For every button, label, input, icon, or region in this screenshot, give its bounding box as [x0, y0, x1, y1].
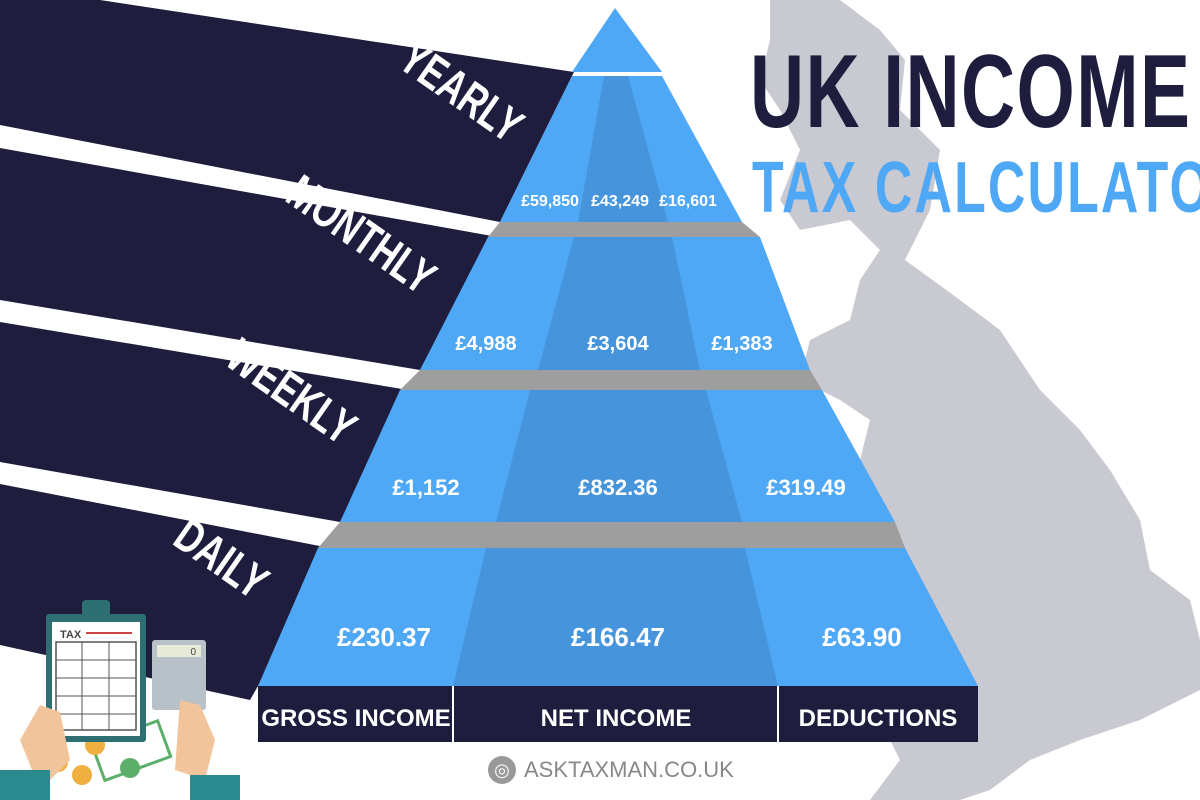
globe-icon: ◎: [488, 756, 516, 784]
yearly-gross: £59,850: [521, 193, 579, 210]
column-net: NET INCOME: [541, 705, 692, 732]
slab: [400, 370, 822, 390]
slab: [318, 522, 905, 548]
tier-weekly-net: [496, 390, 742, 522]
yearly-net: £43,249: [591, 193, 649, 210]
title-line2: TAX CALCULATOR: [752, 148, 1200, 228]
column-gross: GROSS INCOME: [261, 705, 450, 732]
tier-yearly-net: [578, 76, 668, 222]
website-text: ASKTAXMAN.CO.UK: [524, 757, 734, 782]
band-yearly: [0, 0, 574, 222]
tax-illustration: TAX 0: [0, 600, 240, 800]
yearly-deductions: £16,601: [659, 193, 717, 210]
daily-deductions: £63.90: [822, 622, 902, 652]
calculator-icon: [152, 640, 206, 710]
band-monthly: [0, 148, 492, 370]
weekly-gross: £1,152: [392, 475, 459, 500]
title-line1: UK INCOME: [750, 34, 1192, 150]
weekly-net: £832.36: [578, 475, 658, 500]
slab: [488, 222, 760, 237]
band-weekly: [0, 322, 408, 522]
pyramid-apex: [572, 8, 662, 72]
uk-map: [760, 0, 1200, 800]
website-link[interactable]: ◎ ASKTAXMAN.CO.UK: [488, 756, 734, 784]
monthly-deductions: £1,383: [711, 333, 772, 355]
monthly-gross: £4,988: [455, 333, 516, 355]
daily-gross: £230.37: [337, 622, 431, 652]
column-deductions: DEDUCTIONS: [799, 705, 958, 732]
tier-daily-net: [453, 548, 778, 686]
monthly-net: £3,604: [587, 333, 649, 355]
weekly-deductions: £319.49: [766, 475, 846, 500]
daily-net: £166.47: [571, 622, 665, 652]
tier-monthly-net: [538, 237, 700, 370]
column-header-bar: [258, 686, 978, 742]
clipboard-label: TAX: [60, 629, 82, 641]
calculator-display: 0: [190, 647, 196, 658]
